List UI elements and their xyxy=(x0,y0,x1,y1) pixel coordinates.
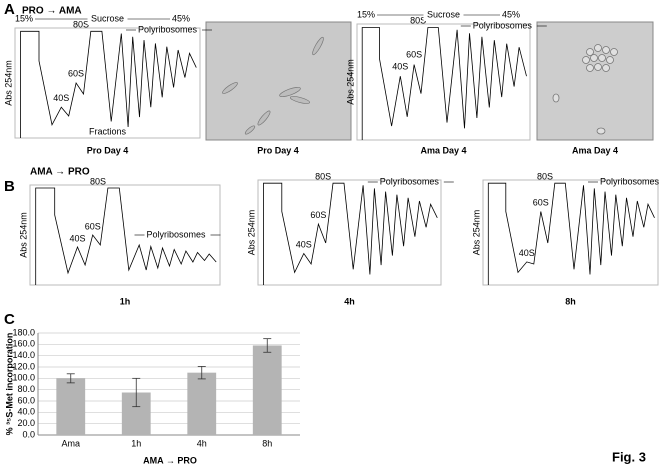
panel-letter: B xyxy=(4,178,15,195)
gradient-start: 15% xyxy=(15,13,33,23)
trace xyxy=(35,187,217,285)
profile-frame xyxy=(257,179,442,286)
caption: 4h xyxy=(344,296,355,306)
panel-letter: C xyxy=(4,311,15,328)
y-tick-label: 180.0 xyxy=(12,327,35,337)
polysome-label: Polyribosomes xyxy=(147,229,207,239)
profile-frame xyxy=(356,23,531,141)
caption: Ama Day 4 xyxy=(420,145,466,155)
peak-label: 40S xyxy=(69,233,85,243)
x-axis-label: Fractions xyxy=(89,126,127,136)
y-axis-label: Abs 254nm xyxy=(18,212,28,258)
image xyxy=(536,21,654,141)
x-tick-label: Ama xyxy=(61,438,80,448)
polysome-profile: 40S 60S 80S Polyribosomes Abs 254nm 4h xyxy=(246,171,454,306)
gradient-bg xyxy=(87,13,128,25)
image xyxy=(205,21,352,141)
trace xyxy=(263,182,438,285)
peak-label: 40S xyxy=(296,239,312,249)
y-tick-label: 160.0 xyxy=(12,339,35,349)
peak-label: 60S xyxy=(310,210,326,220)
condition: AMA → PRO xyxy=(30,167,90,178)
y-tick-label: 80.0 xyxy=(17,384,35,394)
caption: Ama Day 4 xyxy=(572,145,618,155)
x-tick-label: 1h xyxy=(131,438,141,448)
peak-label: 80S xyxy=(90,176,106,186)
caption: Pro Day 4 xyxy=(257,145,299,155)
y-tick-label: 60.0 xyxy=(17,395,35,405)
peak-label: 80S xyxy=(537,171,553,181)
peak-label: 80S xyxy=(315,171,331,181)
bar xyxy=(252,345,282,435)
micrograph xyxy=(205,21,654,141)
x-tick-label: 8h xyxy=(262,438,272,448)
peak-label: 40S xyxy=(519,248,535,258)
polysome-label: Polyribosomes xyxy=(473,20,533,30)
peak-label: 60S xyxy=(68,69,84,79)
peak-label: 60S xyxy=(406,50,422,60)
condition: PRO → AMA xyxy=(22,6,82,17)
panel-letter: A xyxy=(4,1,15,18)
polysome-label: Polyribosomes xyxy=(380,176,440,186)
caption: 8h xyxy=(565,296,576,306)
bar xyxy=(56,378,86,435)
peak-label: 60S xyxy=(85,221,101,231)
y-tick-label: 140.0 xyxy=(12,350,35,360)
y-tick-label: 40.0 xyxy=(17,407,35,417)
y-axis-label: Abs 254nm xyxy=(246,210,256,256)
gradient-bg xyxy=(423,9,464,21)
trace xyxy=(20,30,197,138)
polysome-label: Polyribosomes xyxy=(600,176,660,186)
gradient-end: 45% xyxy=(502,9,520,19)
y-axis-label: Abs 254nm xyxy=(3,60,13,106)
y-tick-label: 120.0 xyxy=(12,361,35,371)
polysome-profile: 40S 60S 80S Polyribosomes Abs 254nm Fractions… xyxy=(3,13,212,155)
trace xyxy=(487,182,655,285)
polysome-profile: 40S 60S 80S Polyribosomes Abs 254nm 8h xyxy=(471,171,660,306)
x-axis-label: AMA → PRO xyxy=(143,455,197,465)
peak-label: 40S xyxy=(392,61,408,71)
y-axis-label: Abs 254nm xyxy=(345,59,355,105)
y-axis-label: % ³⁵S-Met incorporation xyxy=(4,333,14,436)
gradient-end: 45% xyxy=(172,13,190,23)
figure-label: Fig. 3 xyxy=(612,449,646,464)
x-tick-label: 4h xyxy=(197,438,207,448)
y-tick-label: 0.0 xyxy=(22,429,35,439)
polysome-label: Polyribosomes xyxy=(138,24,198,34)
caption: Pro Day 4 xyxy=(87,145,129,155)
bar xyxy=(187,372,217,435)
profile-frame xyxy=(14,27,201,139)
y-axis-label: Abs 254nm xyxy=(471,210,481,256)
profile-frame xyxy=(482,179,659,286)
gradient-label: Sucrose xyxy=(427,9,460,19)
peak-label: 40S xyxy=(53,93,69,103)
peak-label: 80S xyxy=(73,19,89,29)
peak-label: 60S xyxy=(533,197,549,207)
y-tick-label: 100.0 xyxy=(12,373,35,383)
gradient-start: 15% xyxy=(357,9,375,19)
caption: 1h xyxy=(120,296,131,306)
gradient-label: Sucrose xyxy=(91,13,124,23)
peak-label: 80S xyxy=(410,15,426,25)
y-tick-label: 20.0 xyxy=(17,418,35,428)
trace xyxy=(361,27,527,140)
